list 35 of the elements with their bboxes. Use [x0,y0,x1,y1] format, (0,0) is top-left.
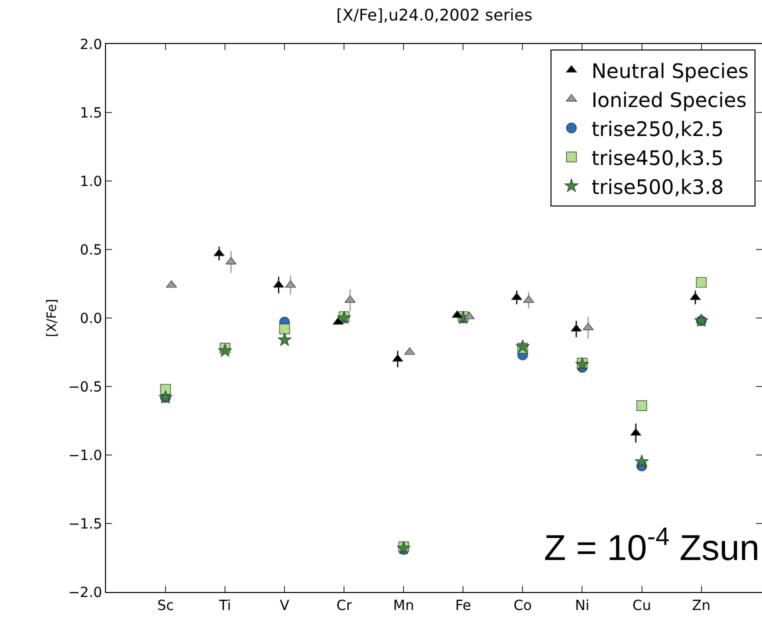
x-tick-label: Co [514,598,532,614]
y-tick-label: −0.5 [68,379,102,396]
point [218,344,232,357]
y-tick-label: 0.0 [80,310,102,327]
x-tick-label: Zn [692,598,711,614]
point [278,332,292,346]
x-tick-label: Fe [455,598,472,614]
legend-label: trise500,k3.8 [591,174,724,199]
point [160,384,171,395]
y-tick-label: −1.0 [68,448,102,464]
y-tick-label: −2.0 [68,584,102,601]
y-tick-label: −1.5 [68,516,102,532]
legend-label: trise250,k2.5 [591,116,724,141]
x-tick-label: Sc [157,598,174,614]
chart-title: [X/Fe],u24.0,2002 series [336,6,532,25]
x-tick-label: Ti [218,598,232,614]
point [279,324,290,334]
point [636,400,648,411]
legend-label: Ionized Species [591,88,747,112]
y-axis-title: [X/Fe] [45,298,60,338]
point [634,454,649,468]
x-tick-label: Mn [393,598,414,614]
x-tick-label: Cr [336,598,352,614]
point [696,277,707,288]
x-tick-label: V [280,598,290,614]
x-tick-label: Ni [575,598,590,614]
y-tick-label: 1.0 [80,174,102,190]
annotation: Z = 10$^{-4}$ Zsun [544,523,760,568]
legend-label: trise450,k3.5 [591,146,724,170]
y-tick-label: 1.5 [80,105,102,122]
legend-label: Neutral Species [591,58,749,83]
x-tick-label: Cu [632,598,652,614]
y-tick-label: 0.5 [80,242,102,258]
point [516,339,530,353]
y-tick-label: 2.0 [80,36,102,53]
